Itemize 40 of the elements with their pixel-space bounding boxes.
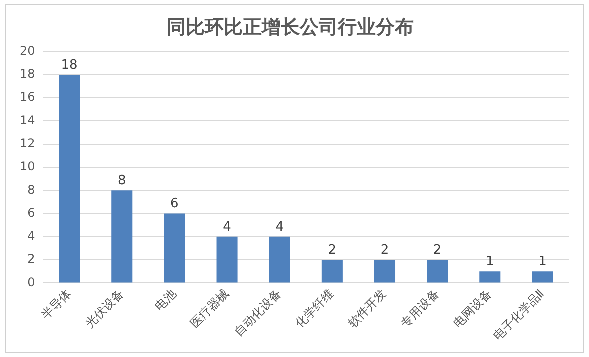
x-tick-label: 电池: [152, 286, 180, 314]
data-label: 4: [223, 220, 232, 235]
x-tick-label: 医疗器械: [188, 286, 232, 331]
bar: [374, 260, 396, 283]
y-tick-label: 12: [20, 136, 36, 150]
data-label: 2: [433, 242, 442, 258]
bar: [112, 190, 133, 283]
x-tick-label: 自动化设备: [232, 286, 284, 340]
bar: [427, 260, 448, 283]
data-label: 2: [380, 242, 390, 258]
y-tick-label: 10: [20, 160, 36, 174]
y-tick-label: 2: [28, 252, 36, 266]
bar: [532, 272, 554, 283]
y-tick-label: 4: [28, 229, 36, 244]
data-label: 18: [61, 58, 78, 73]
chart-title: 同比环比正增长公司行业分布: [167, 16, 414, 38]
bar: [164, 214, 186, 283]
data-label: 1: [538, 254, 547, 270]
data-label: 6: [170, 196, 179, 212]
x-tick-label: 光伏设备: [82, 286, 126, 331]
x-tick-label: 半导体: [38, 286, 74, 322]
bar: [216, 236, 238, 283]
bar: [269, 236, 290, 283]
bar: [322, 260, 343, 283]
y-tick-label: 0: [28, 275, 36, 290]
y-tick-label: 16: [20, 90, 36, 104]
x-tick-label: 专用设备: [398, 286, 442, 331]
data-label: 1: [486, 254, 494, 270]
data-label: 8: [118, 174, 126, 189]
y-tick-label: 18: [20, 67, 36, 82]
x-tick-label: 软件开发: [345, 286, 390, 331]
y-tick-label: 8: [28, 182, 36, 197]
y-tick-label: 20: [20, 44, 36, 58]
x-tick-label: 化学纤维: [292, 286, 337, 331]
data-label: 4: [276, 220, 284, 235]
y-tick-label: 6: [28, 206, 36, 220]
data-label: 2: [328, 242, 337, 258]
bar: [59, 74, 80, 283]
bar: [480, 272, 501, 283]
y-tick-label: 14: [20, 113, 36, 128]
